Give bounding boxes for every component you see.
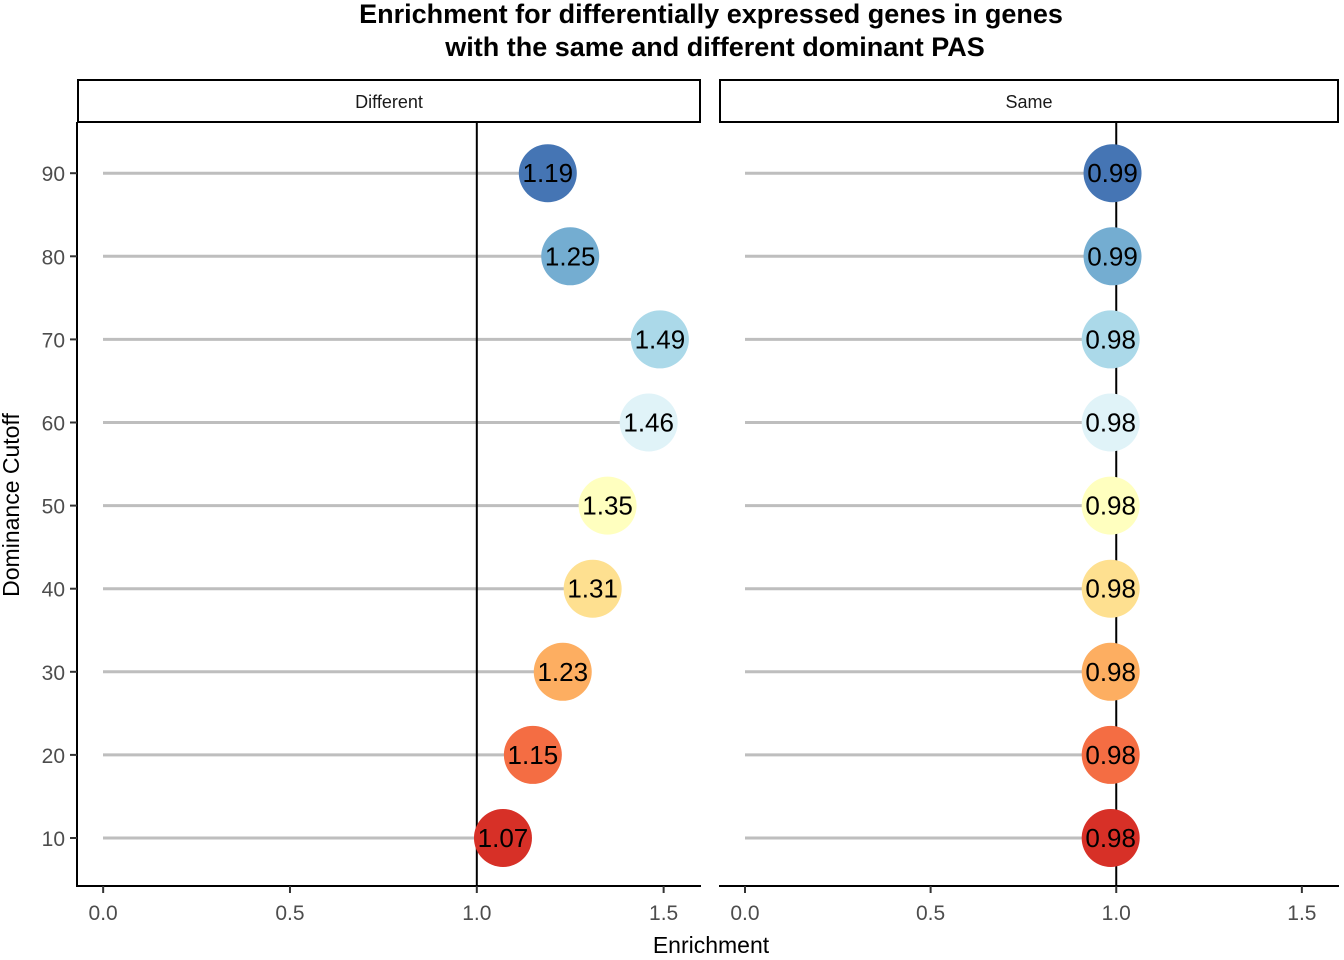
x-tick-label: 1.0 xyxy=(1102,902,1131,925)
data-label-50: 1.35 xyxy=(582,491,633,521)
data-label-50: 0.98 xyxy=(1085,491,1136,521)
y-tick-label-20: 20 xyxy=(42,745,65,768)
x-tick-label: 0.0 xyxy=(89,902,118,925)
point-20 xyxy=(1081,725,1140,784)
y-tick-label-40: 40 xyxy=(42,579,65,602)
point-50 xyxy=(578,476,637,535)
point-10 xyxy=(473,809,532,867)
data-label-10: 1.07 xyxy=(478,823,529,853)
point-90 xyxy=(518,144,577,203)
y-tick-label-70: 70 xyxy=(42,329,65,352)
point-30 xyxy=(1081,642,1140,701)
data-label-90: 1.19 xyxy=(522,158,573,188)
data-label-20: 0.98 xyxy=(1085,740,1136,770)
panels-layer: Different 1.07 1.15 1.23 1.31 1.35 1.46 1.49 1.2… xyxy=(77,79,1339,925)
y-tick-label-50: 50 xyxy=(42,496,65,519)
panel-different: Different 1.07 1.15 1.23 1.31 1.35 1.46 1.49 1.2… xyxy=(77,79,701,925)
point-80 xyxy=(1083,227,1142,286)
x-tick-label: 1.5 xyxy=(1287,902,1316,925)
x-axis-title: Enrichment xyxy=(653,932,770,958)
point-50 xyxy=(1081,476,1140,535)
y-tick-label-90: 90 xyxy=(42,163,65,186)
data-label-60: 1.46 xyxy=(623,408,674,438)
y-axis-title: Dominance Cutoff xyxy=(0,413,24,597)
chart-title-line-1: Enrichment for differentially expressed … xyxy=(359,0,1063,29)
y-tick-label-80: 80 xyxy=(42,246,65,269)
chart-title-line-2: with the same and different dominant PAS xyxy=(444,32,985,62)
data-label-80: 1.25 xyxy=(545,241,596,271)
x-tick-label: 1.5 xyxy=(649,902,678,925)
point-10 xyxy=(1081,809,1140,867)
point-70 xyxy=(1081,310,1140,369)
point-60 xyxy=(619,393,678,452)
data-label-70: 0.98 xyxy=(1085,324,1136,354)
y-tick-label-60: 60 xyxy=(42,413,65,436)
point-40 xyxy=(1081,559,1140,618)
data-label-20: 1.15 xyxy=(508,740,559,770)
x-tick-label: 1.0 xyxy=(462,902,491,925)
facet-strip xyxy=(719,79,1339,123)
data-label-70: 1.49 xyxy=(635,324,686,354)
point-70 xyxy=(630,310,689,369)
facet-strip-label: Same xyxy=(1005,92,1052,112)
x-tick-label: 0.5 xyxy=(275,902,304,925)
data-label-80: 0.99 xyxy=(1087,241,1138,271)
data-label-30: 1.23 xyxy=(537,657,588,687)
point-40 xyxy=(563,559,622,618)
x-tick-label: 0.0 xyxy=(730,902,759,925)
data-label-40: 0.98 xyxy=(1085,574,1136,604)
y-axis: 10 20 30 40 50 60 70 80 90 xyxy=(42,122,78,887)
data-label-10: 0.98 xyxy=(1085,823,1136,853)
facet-strip xyxy=(77,79,701,123)
panel-same: Same 0.98 0.98 0.98 0.98 0.98 0.98 0.98 0.99 0.99… xyxy=(719,79,1339,925)
point-90 xyxy=(1083,144,1142,203)
point-20 xyxy=(503,725,562,784)
data-label-40: 1.31 xyxy=(567,574,618,604)
facet-strip-label: Different xyxy=(355,92,423,112)
y-tick-label-30: 30 xyxy=(42,662,65,685)
data-label-30: 0.98 xyxy=(1085,657,1136,687)
point-80 xyxy=(541,227,600,286)
x-tick-label: 0.5 xyxy=(916,902,945,925)
point-60 xyxy=(1081,393,1140,452)
data-label-60: 0.98 xyxy=(1085,408,1136,438)
y-tick-label-10: 10 xyxy=(42,828,65,851)
point-30 xyxy=(533,642,592,701)
data-label-90: 0.99 xyxy=(1087,158,1138,188)
